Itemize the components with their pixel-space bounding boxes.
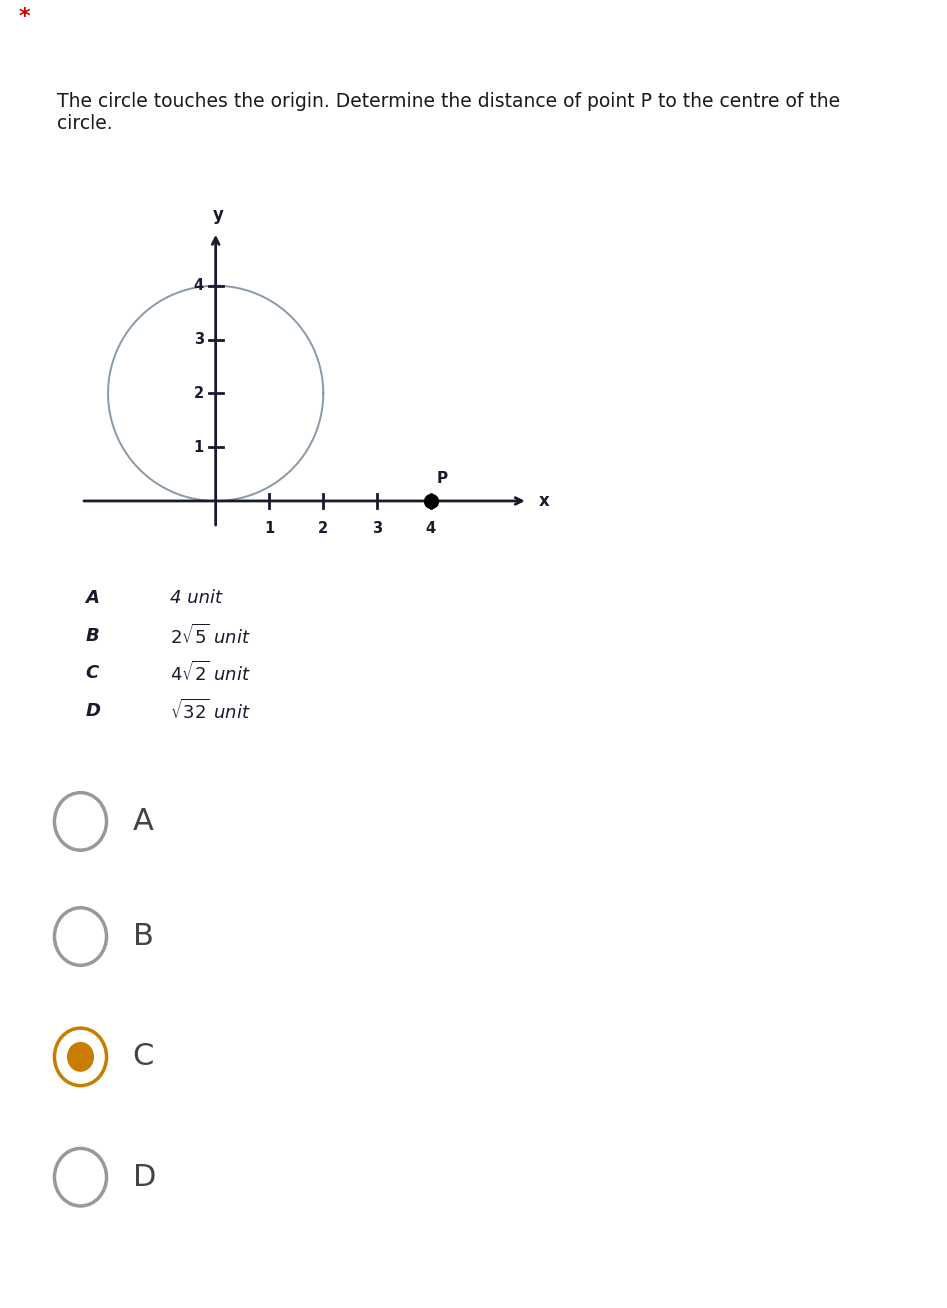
- Text: 1: 1: [193, 439, 204, 455]
- Text: 2: 2: [318, 522, 329, 536]
- Circle shape: [67, 1042, 94, 1071]
- Text: A: A: [85, 589, 99, 607]
- Text: D: D: [85, 702, 100, 719]
- Text: B: B: [85, 627, 99, 645]
- Text: 3: 3: [372, 522, 383, 536]
- Text: $\sqrt{32}$ unit: $\sqrt{32}$ unit: [170, 698, 252, 723]
- Text: $2\sqrt{5}$ unit: $2\sqrt{5}$ unit: [170, 624, 252, 647]
- Text: 4: 4: [426, 522, 436, 536]
- Text: 2: 2: [194, 386, 204, 400]
- Text: P: P: [437, 471, 447, 485]
- Text: C: C: [85, 664, 98, 683]
- Text: x: x: [539, 492, 549, 510]
- Text: 1: 1: [264, 522, 275, 536]
- Text: The circle touches the origin. Determine the distance of point P to the centre o: The circle touches the origin. Determine…: [57, 92, 840, 132]
- Text: *: *: [19, 7, 30, 27]
- Text: C: C: [133, 1042, 154, 1071]
- Text: 3: 3: [194, 332, 204, 347]
- Text: A: A: [133, 807, 153, 836]
- Text: $4\sqrt{2}$ unit: $4\sqrt{2}$ unit: [170, 662, 252, 685]
- Text: D: D: [133, 1163, 156, 1192]
- Text: B: B: [133, 922, 153, 951]
- Text: y: y: [213, 205, 223, 224]
- Text: 4 unit: 4 unit: [170, 589, 223, 607]
- Text: 4: 4: [194, 279, 204, 293]
